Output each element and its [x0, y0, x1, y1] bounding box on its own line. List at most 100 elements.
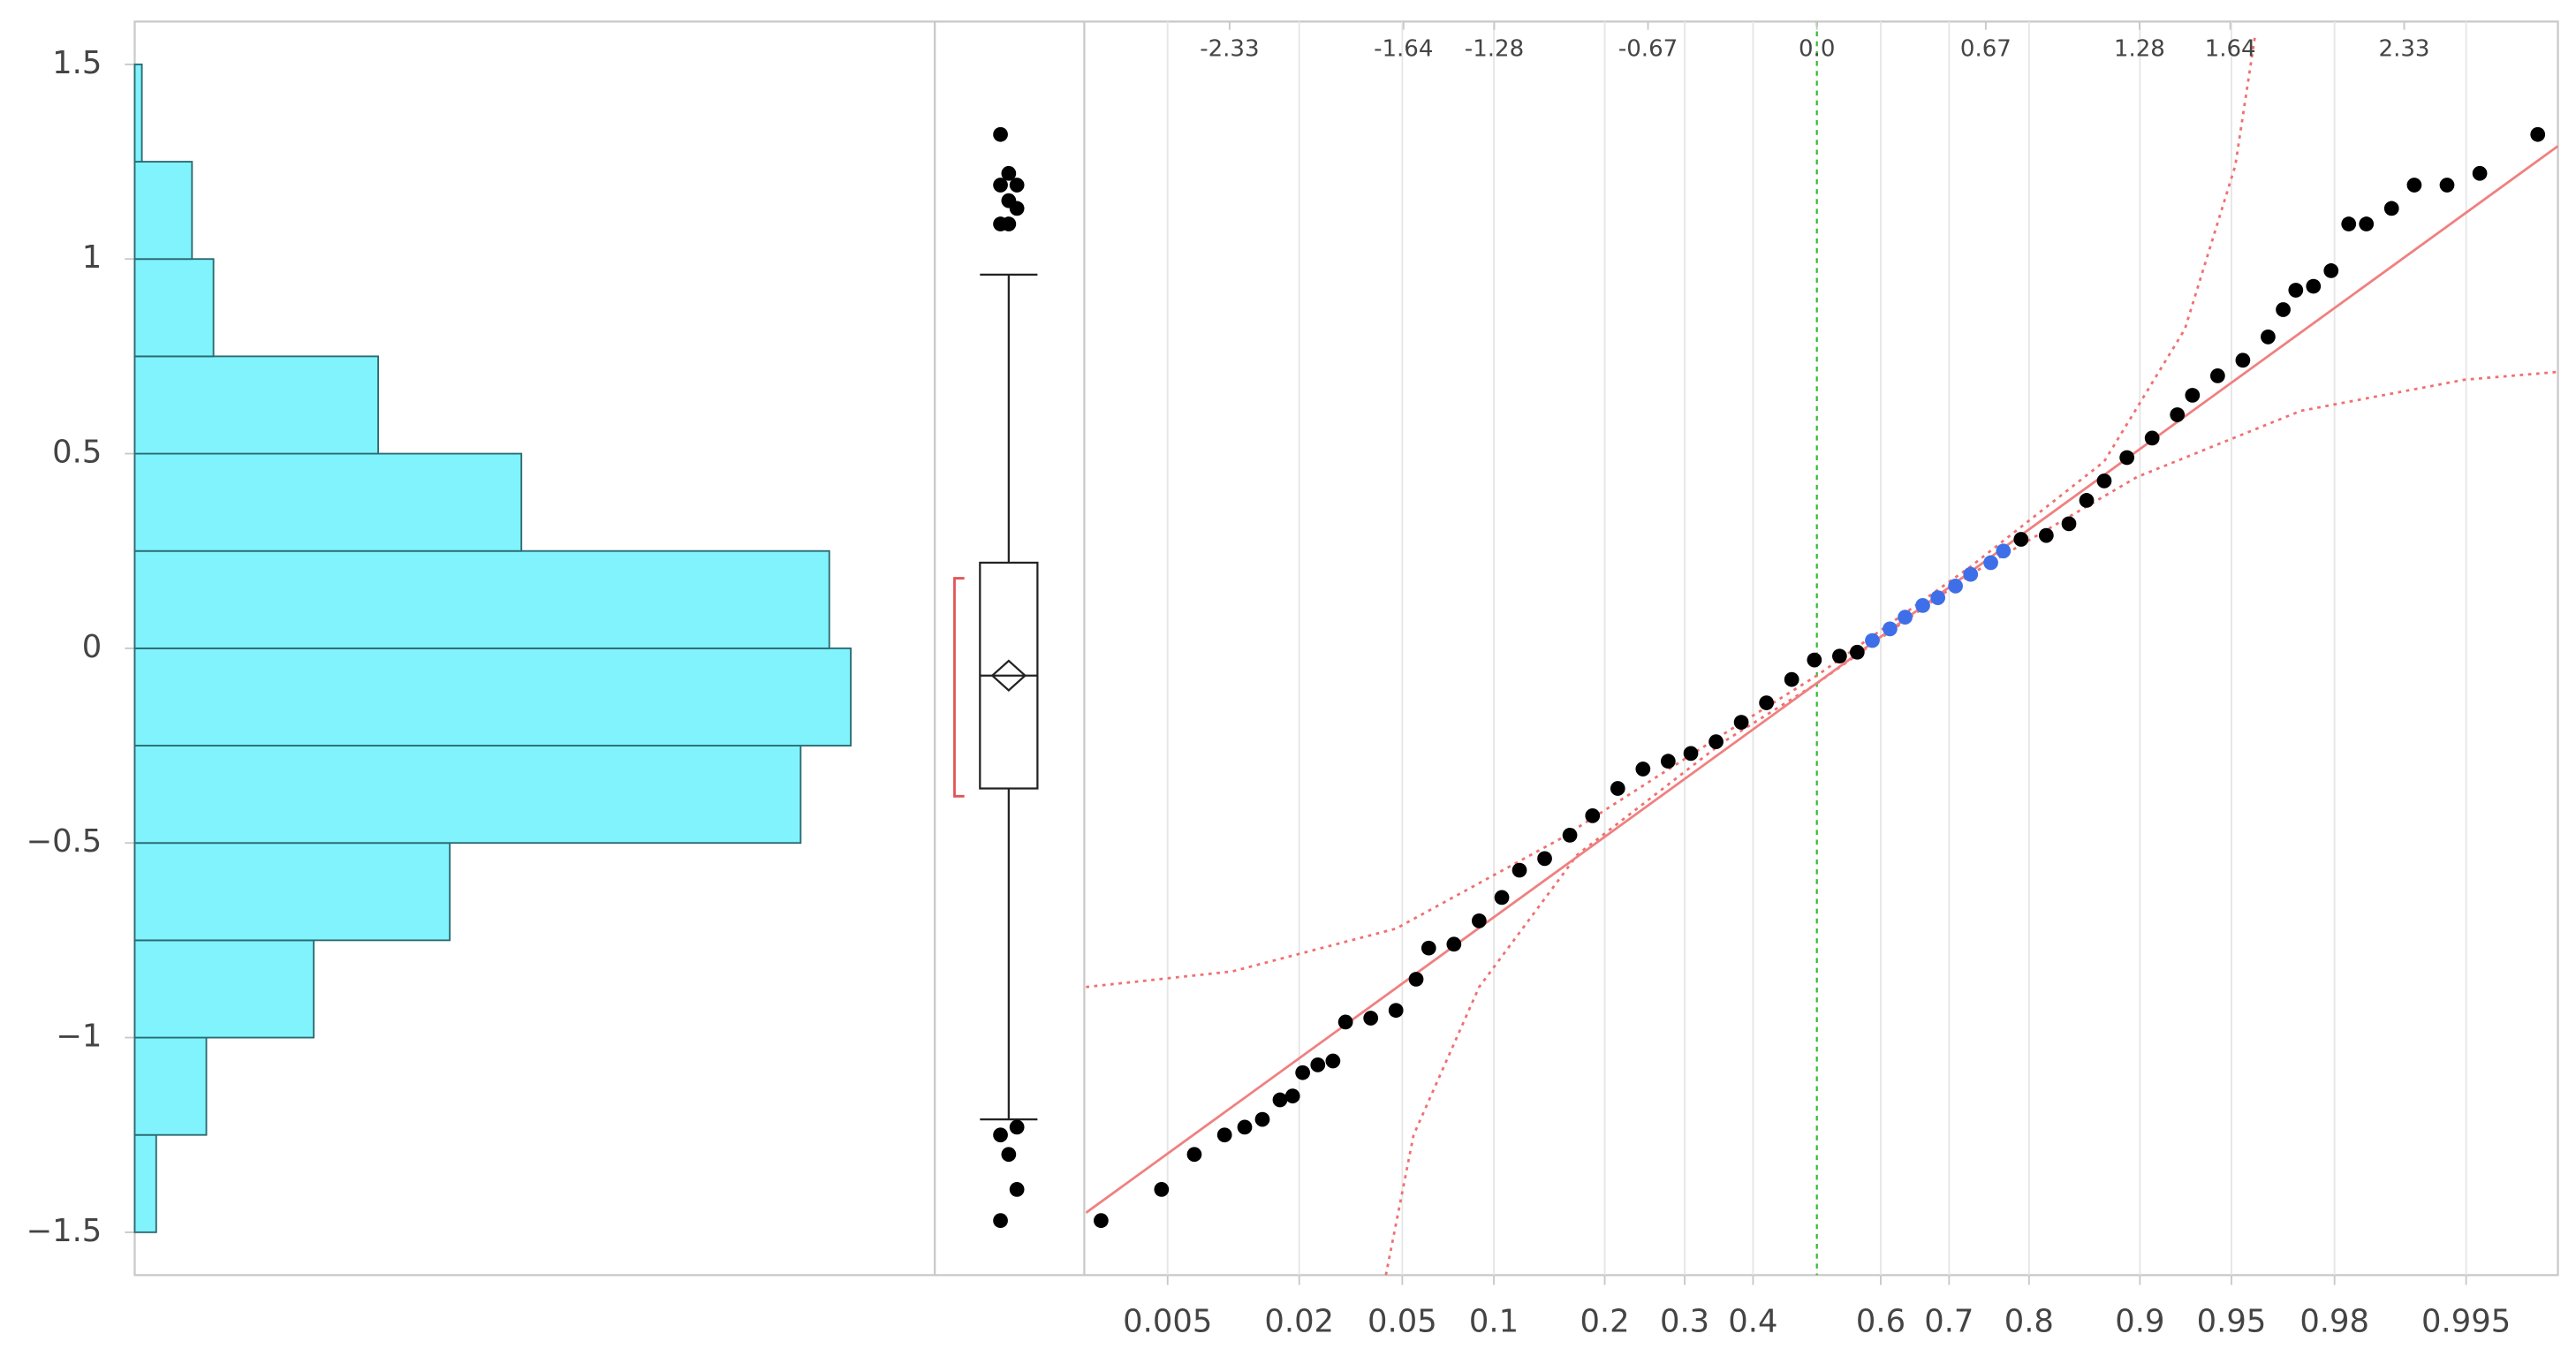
data-point — [2079, 493, 2095, 508]
data-point — [1832, 648, 1847, 664]
outlier — [993, 1127, 1008, 1143]
data-point — [1562, 828, 1578, 843]
data-point — [1915, 598, 1930, 613]
data-point — [2323, 263, 2339, 278]
data-point — [1471, 913, 1487, 928]
data-point — [2276, 302, 2291, 317]
data-point — [2170, 407, 2186, 422]
data-point — [1494, 890, 1510, 906]
data-point — [2406, 178, 2422, 193]
data-point — [2013, 532, 2029, 547]
data-point — [1683, 746, 1699, 762]
data-point — [1186, 1147, 1202, 1163]
outlier — [1009, 1182, 1025, 1197]
x-tick-label: 0.02 — [1264, 1303, 1334, 1339]
top-tick-label: -1.64 — [1374, 36, 1433, 63]
x-tick-label: 0.995 — [2421, 1303, 2511, 1339]
outlier — [993, 126, 1008, 142]
histogram-bar — [133, 355, 380, 455]
mean-diamond — [990, 659, 1027, 692]
data-point — [2359, 216, 2375, 231]
histogram-bar — [133, 939, 315, 1039]
outlier — [1001, 216, 1017, 231]
data-point — [2209, 368, 2225, 383]
data-point — [1388, 1003, 1404, 1019]
data-point — [2096, 474, 2112, 489]
x-tick-label: 0.1 — [1469, 1303, 1519, 1339]
data-point — [1610, 781, 1625, 796]
y-tick-label: 0 — [82, 629, 102, 665]
x-tick-label: 0.7 — [1924, 1303, 1974, 1339]
x-tick-label: 0.9 — [2115, 1303, 2164, 1339]
confidence-band — [1384, 370, 2558, 1276]
histogram-bar — [133, 1036, 208, 1136]
data-point — [2235, 352, 2251, 368]
top-tick-label: -2.33 — [1200, 36, 1259, 63]
data-point — [1849, 644, 1865, 660]
outlier — [1001, 165, 1017, 181]
data-point — [1948, 579, 1963, 594]
top-tick-label: 0.0 — [1799, 36, 1835, 63]
data-point — [1446, 936, 1462, 952]
data-point — [1898, 610, 1913, 625]
data-point — [2306, 278, 2322, 294]
reference-line — [1086, 145, 2558, 1214]
data-point — [2119, 450, 2135, 466]
histogram-bar — [133, 258, 215, 358]
data-point — [1284, 1088, 1300, 1104]
data-point — [1708, 734, 1724, 750]
data-point — [1154, 1182, 1170, 1197]
top-tick-label: 0.67 — [1960, 36, 2012, 63]
histogram-bar — [133, 1133, 157, 1233]
data-point — [2341, 216, 2357, 231]
data-point — [1865, 633, 1880, 648]
data-point — [1784, 671, 1799, 687]
y-tick-label: 0.5 — [52, 435, 102, 471]
y-tick-label: −1.5 — [27, 1213, 102, 1249]
data-point — [2038, 527, 2054, 543]
histogram-bar — [133, 161, 193, 261]
data-point — [1408, 972, 1424, 987]
x-tick-label: 0.6 — [1856, 1303, 1905, 1339]
histogram-bar — [133, 452, 523, 552]
top-tick-label: -0.67 — [1618, 36, 1678, 63]
data-point — [1635, 762, 1651, 777]
data-point — [1585, 807, 1601, 823]
data-point — [1094, 1213, 1109, 1229]
data-point — [2185, 388, 2201, 403]
data-point — [1237, 1119, 1253, 1135]
shortest-half-bracket — [953, 577, 965, 798]
outlier — [1009, 178, 1025, 193]
x-tick-label: 0.8 — [2004, 1303, 2054, 1339]
data-point — [1537, 851, 1552, 867]
x-tick-label: 0.4 — [1728, 1303, 1777, 1339]
outlier — [1009, 1119, 1025, 1135]
data-point — [1963, 566, 1979, 582]
outlier — [1001, 1147, 1017, 1163]
y-tick-label: 1.5 — [52, 45, 102, 81]
data-point — [2144, 430, 2160, 446]
y-tick-label: −0.5 — [27, 823, 102, 860]
confidence-band — [1086, 33, 2257, 989]
top-tick-label: 2.33 — [2379, 36, 2430, 63]
data-point — [2383, 201, 2399, 216]
top-tick-label: 1.28 — [2114, 36, 2165, 63]
x-tick-label: 0.2 — [1580, 1303, 1629, 1339]
x-tick-label: 0.05 — [1368, 1303, 1437, 1339]
data-point — [2261, 329, 2276, 345]
data-point — [1807, 652, 1822, 668]
x-tick-label: 0.3 — [1660, 1303, 1709, 1339]
histogram-bar — [133, 842, 451, 942]
data-point — [1325, 1053, 1341, 1069]
x-tick-label: 0.98 — [2299, 1303, 2369, 1339]
top-tick-label: 1.64 — [2205, 36, 2256, 63]
outlier — [993, 178, 1008, 193]
data-point — [1660, 754, 1676, 769]
data-point — [1310, 1057, 1326, 1072]
x-tick-label: 0.95 — [2197, 1303, 2267, 1339]
y-tick-label: −1 — [56, 1019, 102, 1055]
data-point — [2530, 126, 2546, 142]
data-point — [1254, 1111, 1270, 1127]
